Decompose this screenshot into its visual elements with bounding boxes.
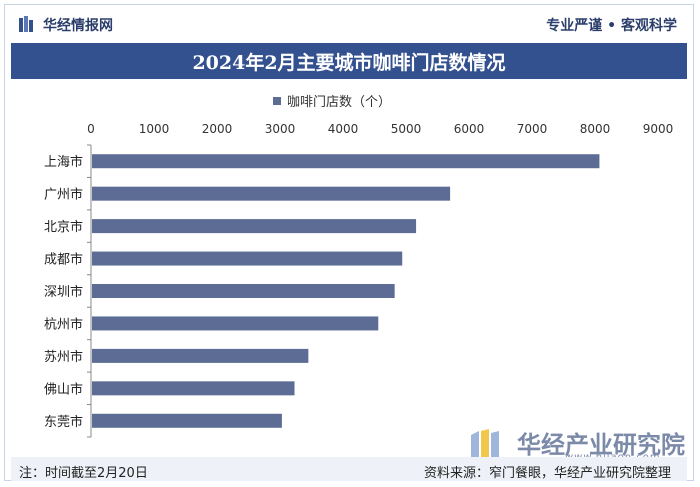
- bar-chart: 咖啡门店数（个） 0 1000 2000 3000 4000 5000 6000 7000 800…: [44, 95, 674, 438]
- chart-title: 2024年2月主要城市咖啡门店数情况: [192, 51, 506, 74]
- category-label: 苏州市: [44, 349, 83, 365]
- brand-logo-icon: [19, 16, 33, 32]
- category-label: 上海市: [44, 154, 83, 170]
- x-tick-label: 9000: [643, 122, 674, 136]
- category-label: 深圳市: [44, 284, 83, 300]
- legend-swatch: [273, 97, 281, 105]
- bar: [92, 284, 395, 298]
- x-tick-label: 4000: [328, 122, 359, 136]
- bar: [92, 348, 309, 363]
- x-tick-label: 3000: [265, 122, 296, 136]
- bar: [92, 154, 600, 169]
- report-frame: 华经情报网 专业严谨 • 客观科学 2024年2月主要城市咖啡门店数情况 咖啡门…: [4, 4, 694, 481]
- title-band: 2024年2月主要城市咖啡门店数情况: [11, 43, 687, 79]
- watermark-brand: 华经产业研究院: [517, 431, 685, 459]
- legend-label: 咖啡门店数（个）: [287, 95, 391, 110]
- bar: [92, 219, 417, 234]
- x-tick-label: 8000: [580, 122, 611, 136]
- watermark-logo-icon: [471, 429, 499, 457]
- slogan: 专业严谨 • 客观科学: [546, 18, 677, 34]
- x-tick-label: 1000: [139, 122, 170, 136]
- bar: [92, 413, 282, 428]
- bar: [92, 381, 295, 396]
- bar: [92, 316, 379, 331]
- category-label: 广州市: [44, 187, 83, 203]
- top-bar: 华经情报网 专业严谨 • 客观科学: [5, 5, 693, 41]
- brand-name: 华经情报网: [43, 18, 113, 34]
- category-label: 北京市: [44, 219, 83, 235]
- source-note: 资料来源：窄门餐眼，华经产业研究院整理: [423, 466, 671, 481]
- x-tick-label: 7000: [517, 122, 548, 136]
- x-tick-label: 5000: [391, 122, 422, 136]
- bar: [92, 186, 451, 201]
- footer: 注：时间截至2月20日 资料来源：窄门餐眼，华经产业研究院整理: [11, 457, 687, 481]
- x-tick-label: 2000: [202, 122, 233, 136]
- category-label: 佛山市: [44, 381, 83, 397]
- footnote: 注：时间截至2月20日: [19, 466, 148, 481]
- category-label: 东莞市: [44, 414, 83, 430]
- bar: [92, 251, 403, 266]
- category-label: 成都市: [44, 252, 83, 268]
- category-label: 杭州市: [44, 316, 83, 332]
- x-tick-label: 6000: [454, 122, 485, 136]
- x-tick-label: 0: [87, 122, 95, 136]
